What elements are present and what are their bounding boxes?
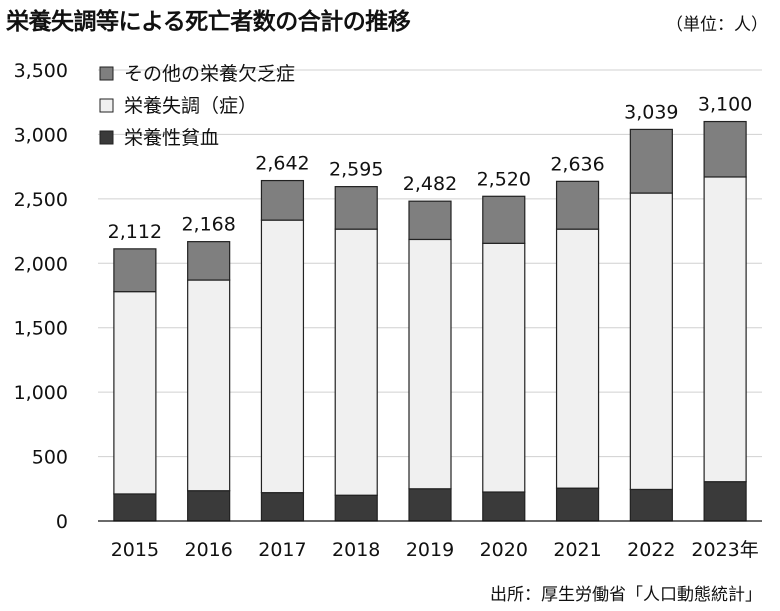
- bar-segment: [408, 488, 452, 522]
- bar-segment: [408, 238, 452, 490]
- data-label: 2,520: [477, 168, 531, 190]
- legend-label: 栄養性貧血: [124, 127, 219, 149]
- data-label: 2,112: [108, 221, 162, 243]
- data-label: 2,482: [403, 173, 457, 195]
- bar-segment: [187, 241, 231, 281]
- source-note: 出所：厚生労働省「人口動態統計」: [490, 585, 762, 605]
- y-tick-label: 0: [56, 511, 68, 533]
- x-tick-label: 2018: [332, 539, 380, 561]
- bar-segment: [334, 494, 378, 522]
- legend-label: 栄養失調（症）: [124, 95, 257, 117]
- bar-segment: [555, 228, 600, 489]
- bar-segment: [334, 228, 378, 496]
- y-tick-label: 1,500: [14, 318, 68, 340]
- x-tick-label: 2022: [627, 539, 675, 561]
- bar-segment: [555, 180, 600, 230]
- data-label: 2,168: [181, 214, 235, 236]
- bar-segment: [482, 242, 526, 493]
- y-tick-label: 1,000: [14, 382, 68, 404]
- legend-swatch: [99, 130, 114, 145]
- bar-segment: [113, 248, 157, 293]
- x-tick-label: 2015: [111, 539, 159, 561]
- x-tick-label: 2023年: [691, 539, 758, 561]
- bar-segment: [629, 192, 673, 491]
- data-label: 2,595: [329, 159, 383, 181]
- y-tick-label: 500: [32, 447, 68, 469]
- data-label: 2,636: [550, 153, 604, 175]
- bar-segment: [334, 186, 378, 230]
- bar-segment: [482, 491, 526, 522]
- bar-segment: [260, 219, 305, 494]
- bar-segment: [113, 291, 157, 495]
- y-tick-label: 3,500: [14, 60, 68, 82]
- bar-segment: [113, 493, 157, 522]
- bar-segment: [260, 492, 305, 522]
- data-label: 3,039: [624, 101, 678, 123]
- x-tick-label: 2016: [184, 539, 232, 561]
- y-tick-label: 3,000: [14, 124, 68, 146]
- legend-swatch: [99, 98, 114, 113]
- y-tick-label: 2,000: [14, 253, 68, 275]
- bar-segment: [703, 120, 747, 178]
- unit-label: （単位：人）: [666, 15, 768, 35]
- bar-segment: [408, 200, 452, 241]
- bar-segment: [187, 279, 231, 492]
- legend-swatch: [99, 66, 114, 81]
- chart-title: 栄養失調等による死亡者数の合計の推移: [6, 9, 411, 35]
- y-tick-label: 2,500: [14, 189, 68, 211]
- legend-label: その他の栄養欠乏症: [124, 63, 295, 85]
- x-tick-label: 2019: [406, 539, 454, 561]
- x-tick-label: 2020: [480, 539, 528, 561]
- bar-segment: [629, 128, 673, 194]
- data-label: 2,642: [255, 153, 309, 175]
- bar-segment: [187, 490, 231, 522]
- bar-segment: [703, 176, 747, 483]
- bar-segment: [555, 487, 600, 522]
- bar-segment: [629, 488, 673, 522]
- bar-segment: [260, 179, 305, 221]
- data-label: 3,100: [698, 94, 752, 116]
- bar-segment: [703, 481, 747, 522]
- x-tick-label: 2017: [258, 539, 306, 561]
- x-tick-label: 2021: [553, 539, 601, 561]
- bar-segment: [482, 195, 526, 244]
